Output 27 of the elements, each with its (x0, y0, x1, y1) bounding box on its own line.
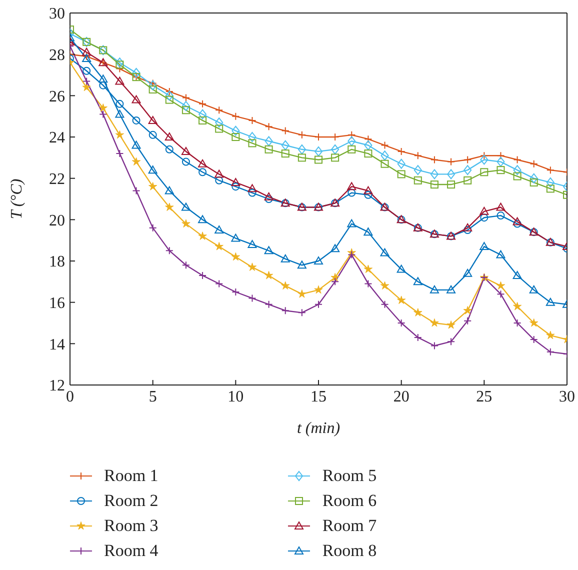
y-tick-label: 14 (49, 336, 65, 354)
legend-label: Room 5 (322, 466, 377, 486)
legend-label: Room 2 (104, 490, 158, 510)
y-tick-label: 30 (49, 6, 65, 23)
y-tick-label: 20 (49, 212, 65, 230)
y-tick-label: 28 (49, 47, 65, 64)
y-tick-label: 18 (49, 254, 65, 271)
legend-label: Room 3 (104, 516, 158, 536)
legend-label: Room 7 (322, 516, 377, 536)
y-tick-label: 12 (49, 378, 65, 395)
x-tick-label: 20 (393, 388, 410, 406)
y-tick-label: 26 (49, 88, 65, 106)
x-tick-label: 5 (148, 388, 157, 406)
legend-label: Room 6 (322, 490, 377, 510)
legend-label: Room 4 (104, 540, 158, 560)
y-axis-title: T (°C) (8, 178, 26, 220)
y-tick-label: 24 (49, 130, 65, 147)
legend-label: Room 1 (104, 466, 158, 486)
x-tick-label: 0 (66, 388, 74, 406)
x-tick-label: 30 (559, 388, 575, 406)
legend-label: Room 8 (322, 540, 377, 560)
y-tick-label: 22 (49, 171, 65, 188)
x-axis-title: t (min) (296, 420, 340, 437)
x-tick-label: 25 (476, 388, 492, 406)
x-tick-label: 15 (310, 388, 326, 406)
y-tick-label: 16 (49, 295, 65, 312)
x-tick-label: 10 (228, 388, 244, 406)
